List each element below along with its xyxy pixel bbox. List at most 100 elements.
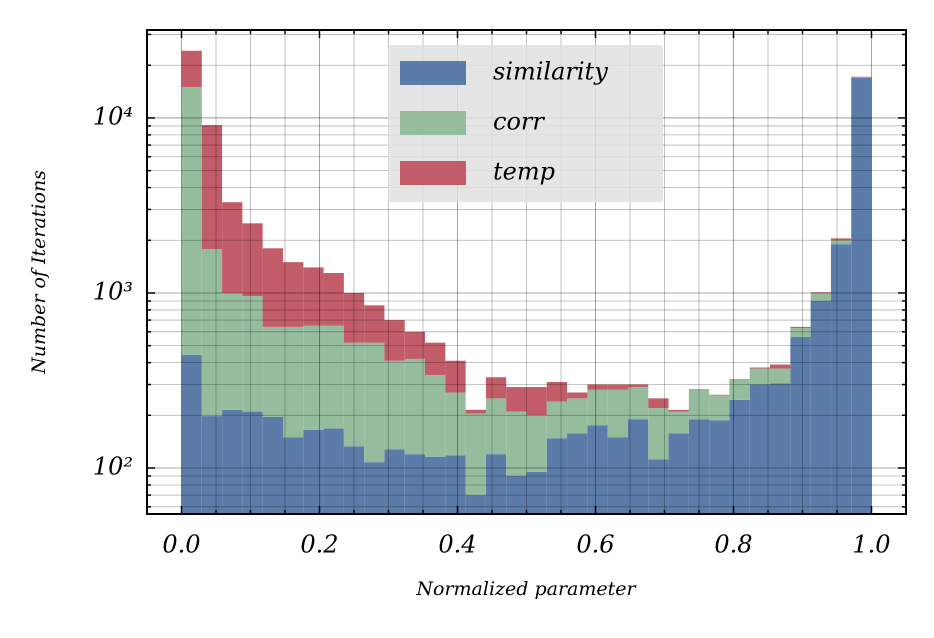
bar — [608, 390, 628, 437]
bar — [405, 359, 425, 454]
bar — [608, 437, 628, 514]
bar — [486, 454, 506, 514]
bar — [182, 51, 202, 87]
bar — [648, 459, 668, 514]
bar — [283, 437, 303, 514]
bar — [506, 412, 526, 476]
bar — [750, 368, 770, 369]
bar — [222, 410, 242, 514]
bar — [425, 375, 445, 457]
bar — [242, 223, 262, 296]
bar — [283, 262, 303, 327]
bar — [425, 343, 445, 375]
bar — [222, 293, 242, 410]
bar — [303, 326, 323, 430]
legend-label: corr — [493, 108, 545, 136]
bar — [384, 449, 404, 514]
bar — [811, 301, 831, 514]
bar — [750, 384, 770, 514]
bar — [202, 249, 222, 416]
bar — [384, 320, 404, 361]
bar — [527, 387, 547, 415]
bar — [790, 327, 810, 328]
bar — [648, 408, 668, 459]
bar — [486, 398, 506, 454]
bar — [628, 419, 648, 514]
bar — [303, 430, 323, 514]
bar — [770, 383, 790, 514]
bar — [445, 392, 465, 455]
bar — [831, 240, 851, 244]
y-tick-label: 10² — [93, 453, 133, 481]
bar — [669, 412, 689, 434]
bar — [750, 369, 770, 385]
bar — [669, 433, 689, 514]
bar — [527, 415, 547, 472]
bar — [669, 410, 689, 412]
bar — [831, 244, 851, 514]
bar — [587, 384, 607, 389]
bar — [202, 125, 222, 249]
bar — [811, 293, 831, 301]
bar — [851, 78, 871, 514]
bar — [486, 377, 506, 398]
bar — [790, 328, 810, 337]
bar — [263, 248, 283, 327]
bar — [222, 202, 242, 293]
bar — [242, 296, 262, 412]
x-tick-label: 0.4 — [438, 531, 476, 559]
y-tick-label: 10⁴ — [93, 102, 133, 130]
bar — [729, 400, 749, 514]
bar — [648, 398, 668, 408]
bar — [283, 327, 303, 437]
legend-swatch — [400, 111, 466, 135]
legend-swatch — [400, 161, 466, 185]
bar — [466, 495, 486, 514]
bar — [445, 361, 465, 393]
bar — [263, 417, 283, 514]
bar — [182, 87, 202, 355]
bar — [709, 395, 729, 420]
bar — [506, 387, 526, 412]
bar — [709, 420, 729, 514]
bar — [608, 384, 628, 389]
bar — [263, 327, 283, 417]
bar — [324, 326, 344, 429]
bar — [790, 337, 810, 514]
bar — [364, 305, 384, 342]
x-axis-label: Normalized parameter — [415, 578, 637, 600]
legend-swatch — [400, 61, 466, 85]
bar — [182, 355, 202, 514]
bar — [466, 413, 486, 495]
y-axis-label: Number of Iterations — [28, 170, 50, 375]
bar — [770, 369, 790, 384]
legend-label: similarity — [493, 58, 608, 86]
bar — [587, 425, 607, 514]
bar — [567, 433, 587, 514]
x-tick-label: 0.8 — [714, 531, 752, 559]
bar — [567, 392, 587, 398]
bar — [364, 343, 384, 462]
bar — [384, 361, 404, 449]
bar — [202, 416, 222, 514]
bar — [628, 387, 648, 419]
bar — [547, 401, 567, 438]
legend-label: temp — [493, 158, 555, 186]
bar — [527, 472, 547, 514]
bar — [547, 382, 567, 401]
bar — [324, 273, 344, 326]
x-tick-label: 0.6 — [576, 531, 614, 559]
x-tick-label: 0.2 — [300, 531, 338, 559]
bar — [242, 412, 262, 514]
bar — [770, 365, 790, 369]
bar — [729, 380, 749, 400]
bar — [466, 410, 486, 414]
x-tick-label: 0.0 — [162, 531, 200, 559]
bar — [405, 454, 425, 514]
bar — [324, 429, 344, 514]
x-tick-label: 1.0 — [852, 531, 890, 559]
bar — [709, 395, 729, 396]
bar — [567, 398, 587, 433]
bar — [364, 462, 384, 514]
